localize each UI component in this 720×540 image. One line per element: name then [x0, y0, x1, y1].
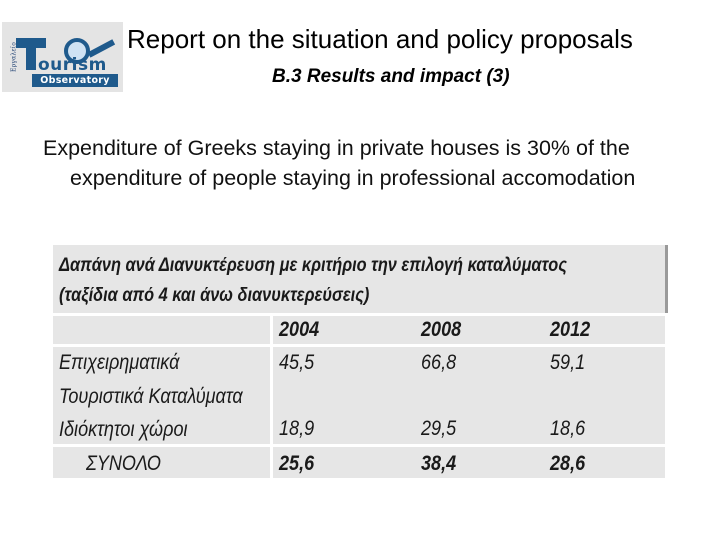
table-shadow — [665, 245, 668, 313]
table-cell: 29,5 — [421, 417, 457, 440]
logo-side-text: Εργαλείο — [10, 41, 18, 73]
expenditure-table: Δαπάνη ανά Διανυκτέρευση με κριτήριο την… — [53, 245, 668, 478]
table-caption-line1: Δαπάνη ανά Διανυκτέρευση με κριτήριο την… — [59, 255, 567, 276]
table-cell: 28,6 — [550, 452, 586, 475]
row-label-private: Ιδιόκτητοι χώροι — [59, 418, 188, 441]
summary-text: Expenditure of Greeks staying in private… — [43, 136, 636, 190]
table-caption-line2: (ταξίδια από 4 και άνω διανυκτερεύσεις) — [59, 285, 370, 306]
row-label-business: Επιχειρηματικά — [59, 351, 180, 374]
logo-word-observatory: Observatory — [32, 74, 118, 87]
table-divider — [53, 313, 665, 316]
tourism-observatory-logo: Εργαλείο ourism Observatory — [2, 22, 123, 92]
page-title: Report on the situation and policy propo… — [127, 24, 633, 54]
table-column-divider — [270, 315, 273, 478]
column-header: 2004 — [279, 318, 320, 341]
table-cell: 18,6 — [550, 417, 586, 440]
logo-word-tourism: ourism — [38, 55, 107, 75]
table-cell: 18,9 — [279, 417, 315, 440]
logo-t-letter-stem — [26, 38, 36, 70]
table-cell: 38,4 — [421, 452, 457, 475]
column-header: 2012 — [550, 318, 591, 341]
table-cell: 45,5 — [279, 351, 315, 374]
section-title: B.3 Results and impact (3) — [272, 66, 510, 87]
row-label-total: ΣΥΝΟΛΟ — [86, 452, 161, 475]
table-cell: 25,6 — [279, 452, 315, 475]
row-label-business-cont: Τουριστικά Καταλύματα — [59, 385, 243, 408]
table-cell: 66,8 — [421, 351, 457, 374]
table-caption: Δαπάνη ανά Διανυκτέρευση με κριτήριο την… — [59, 251, 573, 311]
table-divider — [53, 344, 665, 347]
table-divider — [53, 444, 665, 447]
table-cell: 59,1 — [550, 351, 586, 374]
column-header: 2008 — [421, 318, 462, 341]
